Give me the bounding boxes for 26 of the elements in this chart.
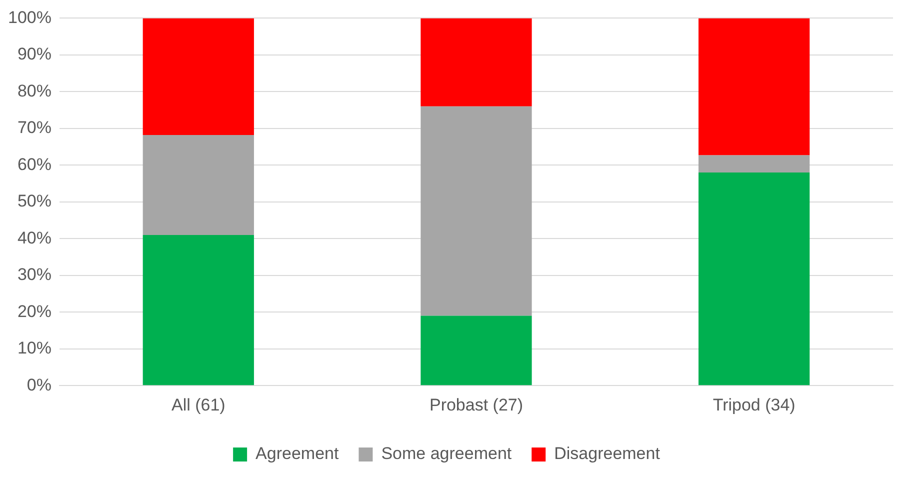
bar: [420, 18, 532, 106]
y-tick-label: 90%: [17, 44, 52, 64]
y-tick-label: 30%: [17, 265, 52, 284]
bar: [420, 106, 532, 316]
bar: [142, 234, 254, 386]
x-tick-label: Probast (27): [429, 395, 524, 414]
y-tick-label: 70%: [17, 118, 52, 138]
bar: [698, 155, 810, 173]
legend-label: Agreement: [256, 444, 339, 464]
y-tick-label: 0%: [26, 375, 52, 394]
bar: [420, 316, 532, 386]
x-tick-label: All (61): [171, 395, 226, 414]
legend-label: Disagreement: [554, 444, 660, 464]
bar: [142, 18, 254, 136]
bar: [698, 18, 810, 156]
y-tick-label: 100%: [8, 8, 52, 27]
bar: [142, 135, 254, 235]
y-tick-label: 20%: [17, 302, 52, 321]
y-tick-label: 10%: [17, 338, 52, 358]
y-tick-label: 80%: [17, 81, 52, 100]
y-tick-label: 60%: [17, 154, 52, 174]
y-tick-label: 50%: [17, 192, 52, 211]
x-tick-label: Tripod (34): [712, 395, 796, 414]
legend-label: Some agreement: [381, 444, 512, 464]
y-tick-label: 40%: [17, 228, 52, 248]
bar: [698, 172, 810, 386]
